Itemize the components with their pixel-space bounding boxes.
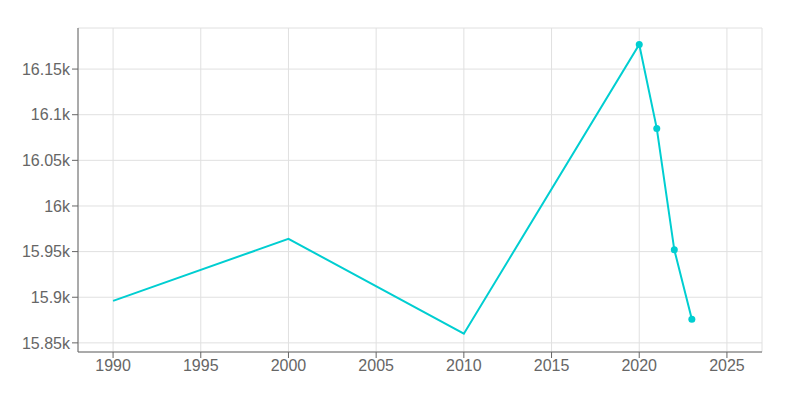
svg-text:16.15k: 16.15k — [22, 61, 71, 78]
svg-text:2005: 2005 — [358, 357, 394, 374]
svg-text:16k: 16k — [44, 198, 71, 215]
svg-text:2020: 2020 — [621, 357, 657, 374]
svg-text:15.85k: 15.85k — [22, 335, 71, 352]
svg-text:2015: 2015 — [534, 357, 570, 374]
svg-text:16.05k: 16.05k — [22, 152, 71, 169]
svg-text:15.95k: 15.95k — [22, 243, 71, 260]
svg-text:1990: 1990 — [95, 357, 131, 374]
svg-text:2010: 2010 — [446, 357, 482, 374]
svg-text:1995: 1995 — [183, 357, 219, 374]
svg-text:16.1k: 16.1k — [31, 106, 71, 123]
svg-text:2000: 2000 — [271, 357, 307, 374]
svg-text:15.9k: 15.9k — [31, 289, 71, 306]
svg-text:2025: 2025 — [709, 357, 745, 374]
